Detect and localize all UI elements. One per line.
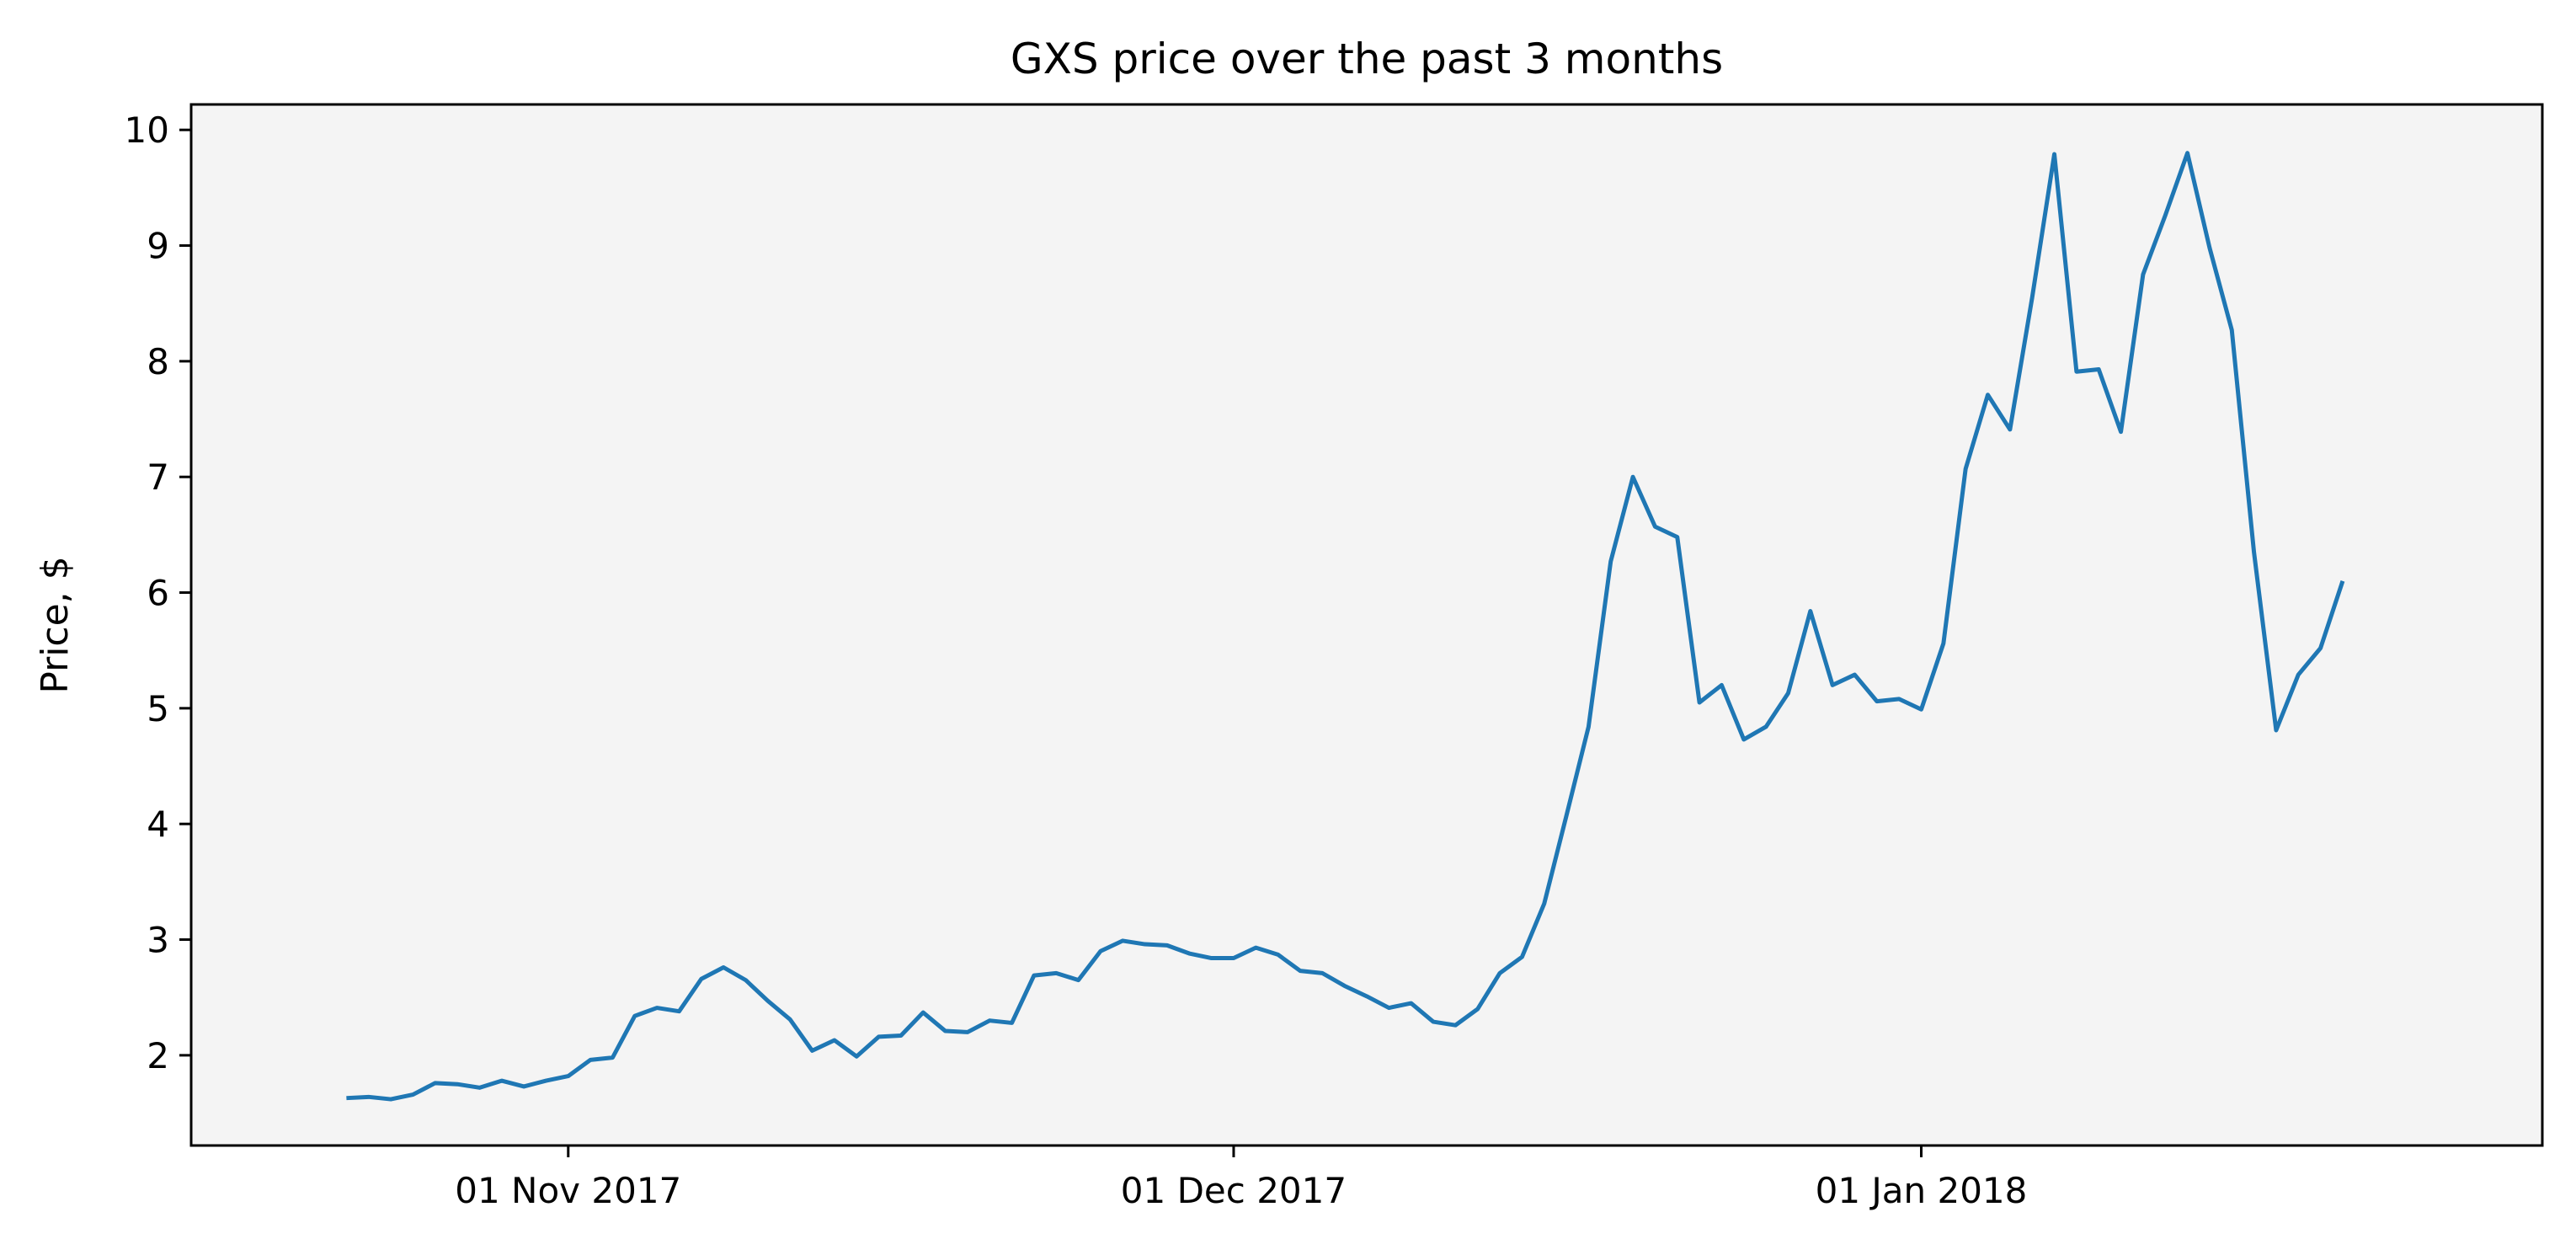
y-tick-label: 2 [147, 1035, 169, 1076]
chart-title: GXS price over the past 3 months [1011, 35, 1723, 83]
y-axis-ticks: 2 3 4 5 6 7 8 9 10 [125, 109, 191, 1076]
price-series-line [346, 151, 2345, 1102]
y-tick-label: 5 [147, 688, 169, 729]
y-tick-label: 9 [147, 226, 169, 267]
x-tick-label: 01 Nov 2017 [455, 1170, 681, 1211]
y-tick-label: 4 [147, 804, 169, 845]
plot-area [191, 104, 2542, 1146]
y-tick-label: 6 [147, 573, 169, 614]
y-tick-label: 7 [147, 457, 169, 498]
x-tick-label: 01 Jan 2018 [1816, 1170, 2028, 1211]
y-tick-label: 10 [125, 109, 169, 151]
x-tick-label: 01 Dec 2017 [1121, 1170, 1347, 1211]
x-axis-ticks: 01 Nov 2017 01 Dec 2017 01 Jan 2018 [455, 1146, 2027, 1211]
y-tick-label: 8 [147, 341, 169, 382]
y-tick-label: 3 [147, 920, 169, 961]
y-axis-label: Price, $ [34, 556, 77, 693]
plot-frame [189, 103, 2544, 1147]
